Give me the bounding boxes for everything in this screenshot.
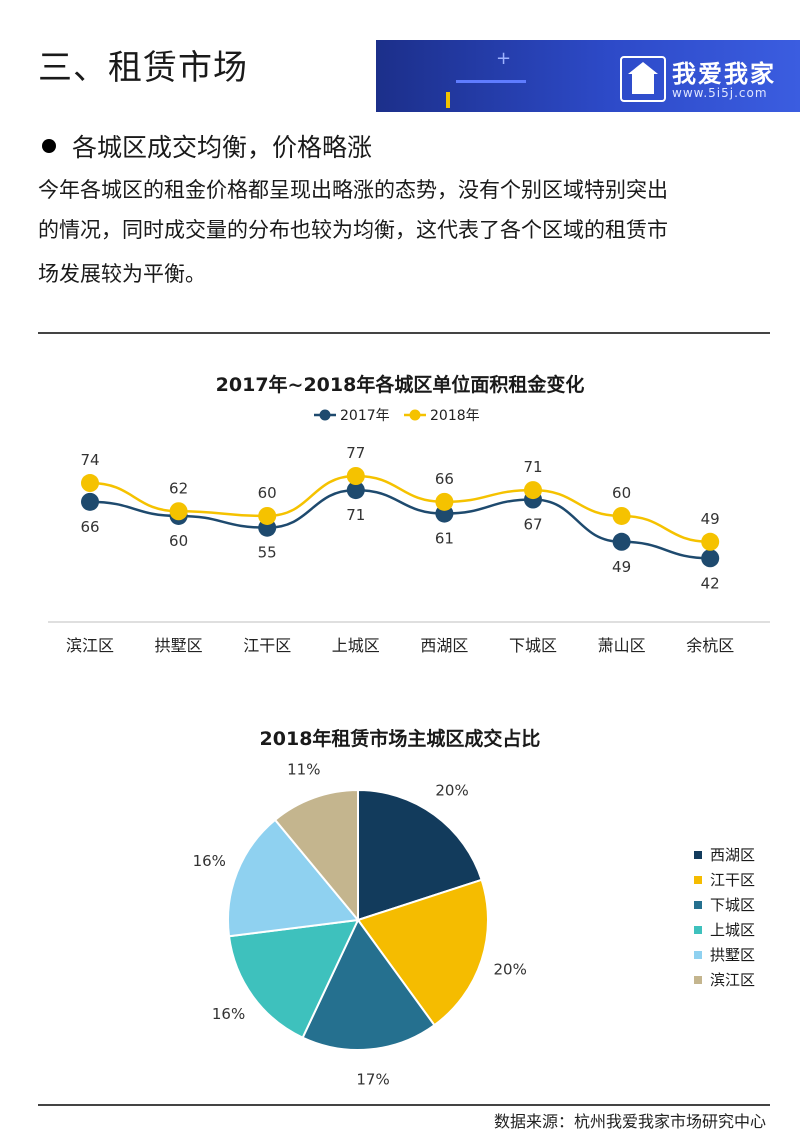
x-tick-label: 拱墅区	[155, 636, 203, 655]
data-label: 55	[258, 544, 277, 562]
series-line-0	[89, 488, 711, 560]
data-label: 77	[346, 444, 365, 462]
paragraph-line: 的情况，同时成交量的分布也较为均衡，这代表了各个区域的租赁市	[38, 218, 668, 242]
slice-label: 16%	[193, 852, 226, 870]
legend-item: 下城区	[694, 892, 755, 917]
legend-swatch	[694, 875, 702, 884]
data-point	[612, 532, 631, 551]
paragraph-line: 今年各城区的租金价格都呈现出略涨的态势，没有个别区域特别突出	[38, 178, 668, 202]
data-label: 49	[701, 510, 720, 528]
data-point	[435, 492, 454, 511]
data-label: 60	[258, 484, 277, 502]
legend-label-1: 2018年	[430, 408, 480, 424]
data-point	[81, 474, 99, 493]
x-tick-label: 江干区	[243, 636, 291, 655]
pie-slice	[227, 818, 360, 938]
legend-marker-0	[319, 409, 331, 421]
data-point	[524, 481, 542, 500]
series-line-1	[89, 474, 711, 544]
x-tick-label: 上城区	[332, 636, 380, 655]
line-legend: 2017年 2018年	[314, 408, 480, 424]
data-point	[81, 492, 99, 511]
slice-label: 17%	[356, 1070, 389, 1088]
data-label: 42	[701, 574, 720, 592]
data-point	[258, 506, 277, 525]
data-source: 数据来源：杭州我爱我家市场研究中心	[493, 1112, 766, 1131]
data-label: 60	[612, 484, 631, 502]
pie-legend: 西湖区江干区下城区上城区拱墅区滨江区	[694, 842, 755, 992]
slice-label: 11%	[287, 760, 320, 778]
legend-label: 江干区	[710, 871, 756, 889]
data-label: 67	[523, 516, 542, 534]
legend-swatch	[694, 900, 702, 909]
legend-swatch	[694, 950, 702, 959]
house-logo-icon	[620, 56, 666, 102]
data-point	[346, 481, 365, 500]
x-tick-label: 下城区	[509, 636, 557, 655]
brand-url: www.5i5j.com	[672, 86, 768, 100]
slice-label: 20%	[493, 960, 526, 978]
bullet-icon	[42, 139, 56, 153]
data-point	[169, 502, 188, 521]
data-label: 61	[435, 530, 454, 548]
legend-marker-1	[409, 409, 421, 421]
pie-slice	[357, 788, 483, 922]
legend-swatch	[694, 850, 702, 859]
data-label: 66	[435, 470, 454, 488]
pie-slice	[301, 918, 436, 1051]
legend-item: 拱墅区	[694, 942, 755, 967]
data-label: 71	[346, 506, 365, 524]
pie-chart: 20% 20% 17% 16% 16% 11%	[193, 760, 527, 1088]
line-chart-title: 2017年~2018年各城区单位面积租金变化	[215, 374, 585, 396]
decor-bar	[456, 80, 526, 83]
pie-slice	[273, 788, 359, 923]
legend-item: 滨江区	[694, 967, 755, 992]
legend-item: 西湖区	[694, 842, 755, 867]
data-label: 71	[523, 458, 542, 476]
legend-item: 江干区	[694, 867, 755, 892]
legend-label: 西湖区	[710, 846, 756, 864]
data-point	[701, 549, 720, 568]
legend-swatch	[694, 975, 702, 984]
bullet-heading: 各城区成交均衡，价格略涨	[72, 133, 373, 162]
pie-slice	[227, 918, 360, 1039]
pie-chart-title: 2018年租赁市场主城区成交占比	[259, 728, 541, 750]
data-point	[701, 532, 720, 551]
legend-label-0: 2017年	[340, 408, 390, 424]
x-tick-label: 滨江区	[66, 636, 114, 655]
brand-banner: + 我爱我家 www.5i5j.com	[376, 40, 800, 112]
legend-label: 上城区	[710, 921, 756, 939]
data-label: 66	[80, 518, 99, 536]
data-point	[346, 467, 365, 485]
x-tick-label: 萧山区	[598, 636, 646, 655]
legend-swatch	[694, 925, 702, 934]
plus-icon: +	[496, 48, 512, 69]
section-title: 三、租赁市场	[38, 48, 248, 88]
legend-label: 拱墅区	[710, 946, 756, 964]
data-label: 60	[169, 532, 188, 550]
line-chart: 2017年 2018年 66 60 55 71 61 67 49 42 74 62 60 77 66 71 60…	[48, 408, 770, 655]
slice-label: 16%	[212, 1005, 245, 1023]
slice-label: 20%	[435, 782, 468, 800]
brand-name: 我爱我家	[672, 60, 776, 88]
x-tick-label: 西湖区	[420, 636, 468, 655]
data-label: 49	[612, 558, 631, 576]
pie-slice	[356, 878, 489, 1027]
legend-label: 滨江区	[710, 971, 756, 989]
data-label: 62	[169, 479, 188, 497]
divider	[38, 1104, 770, 1106]
x-tick-label: 余杭区	[686, 636, 734, 655]
data-label: 74	[80, 451, 99, 469]
paragraph-line: 场发展较为平衡。	[38, 262, 206, 286]
data-point	[612, 506, 631, 525]
divider	[38, 332, 770, 334]
decor-bar	[446, 92, 450, 108]
legend-label: 下城区	[710, 896, 756, 914]
legend-item: 上城区	[694, 917, 755, 942]
